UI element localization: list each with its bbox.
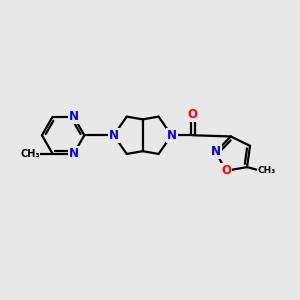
Text: N: N xyxy=(167,129,177,142)
Text: O: O xyxy=(188,108,198,121)
Text: CH₃: CH₃ xyxy=(20,148,40,159)
Text: N: N xyxy=(211,146,221,158)
Text: N: N xyxy=(69,110,79,123)
Text: N: N xyxy=(109,129,119,142)
Text: N: N xyxy=(69,147,79,160)
Text: CH₃: CH₃ xyxy=(258,166,276,175)
Text: O: O xyxy=(221,164,231,177)
